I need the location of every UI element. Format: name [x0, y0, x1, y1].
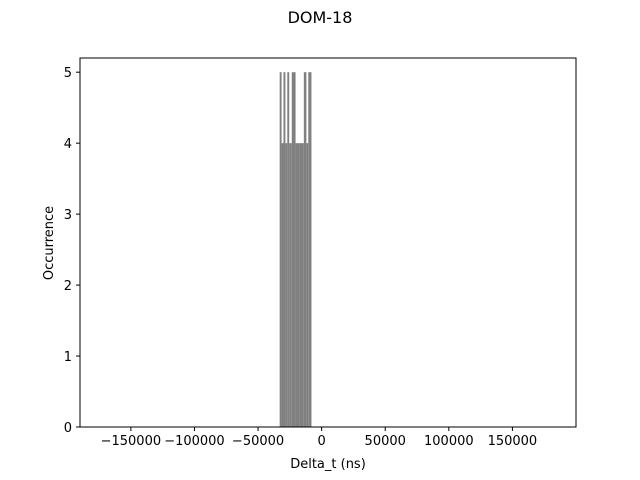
y-tick-label: 1	[64, 350, 72, 365]
x-tick-label: −150000	[101, 434, 162, 449]
histogram-bar-7	[295, 143, 300, 427]
plot-frame	[79, 57, 577, 428]
x-tick-label: 0	[318, 434, 326, 449]
y-tick-label: 3	[64, 208, 72, 223]
histogram-bar-1	[281, 143, 284, 427]
x-tick-label: 100000	[424, 434, 474, 449]
histogram-bar-10	[306, 143, 309, 427]
histogram-bar-6	[291, 72, 296, 427]
histogram-bar-11	[308, 72, 312, 427]
histogram-bar-2	[283, 72, 286, 427]
x-tick-label: 150000	[488, 434, 538, 449]
x-tick-label: −100000	[164, 434, 225, 449]
histogram-bar-5	[289, 143, 292, 427]
y-tick-label: 0	[64, 421, 72, 436]
y-axis-label: Occurrence	[42, 206, 57, 280]
chart-title: DOM-18	[288, 8, 353, 27]
histogram-bar-0	[279, 72, 282, 427]
y-tick-label: 2	[64, 279, 72, 294]
histogram-bar-9	[303, 72, 307, 427]
histogram-bar-4	[287, 72, 290, 427]
histogram-bar-8	[299, 143, 304, 427]
y-tick-label: 5	[64, 66, 72, 81]
x-tick-label: −50000	[232, 434, 284, 449]
bars-group	[279, 72, 312, 427]
x-axis-label: Delta_t (ns)	[290, 457, 366, 472]
x-axis-ticks: −150000 −100000 −50000 0 50000 100000 150000	[101, 427, 538, 449]
y-axis-ticks: 0 1 2 3 4 5	[64, 66, 80, 436]
y-tick-label: 4	[64, 137, 72, 152]
histogram-bar-3	[285, 143, 288, 427]
x-tick-label: 50000	[365, 434, 406, 449]
